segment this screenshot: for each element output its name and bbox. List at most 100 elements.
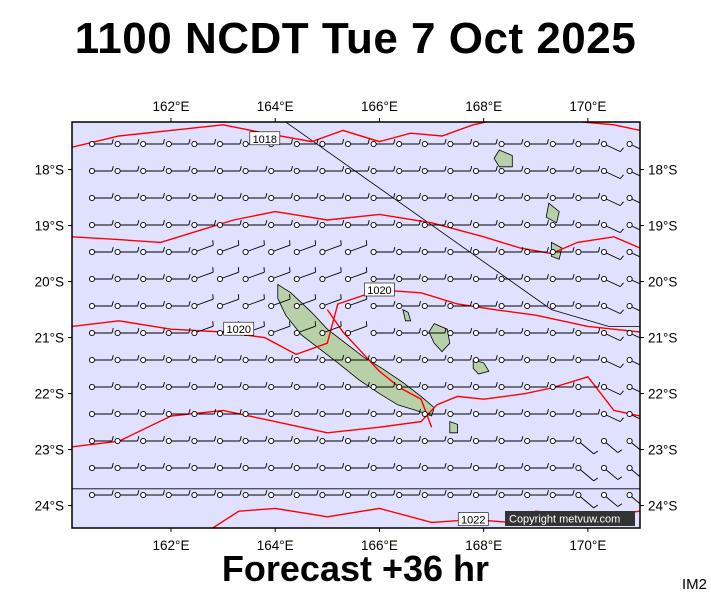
wind-barb [268, 193, 293, 202]
map-frame [71, 121, 641, 529]
lat-tick-label-right: 22°S [648, 387, 677, 402]
lifou-island [428, 323, 451, 353]
lon-tick-label-top: 162°E [153, 99, 190, 114]
wind-barb [472, 193, 498, 202]
wind-barb [396, 247, 421, 256]
wind-barb [549, 355, 575, 364]
wind-barb [472, 490, 498, 499]
wind-barb [165, 166, 191, 175]
wind-barb [293, 463, 319, 472]
wind-barb [319, 490, 345, 499]
wind-barb [447, 247, 473, 256]
wind-barb [344, 490, 370, 499]
wind-barb [626, 491, 640, 505]
wind-barb [293, 193, 319, 202]
ouvea-island [402, 308, 412, 322]
wind-barb [216, 139, 242, 148]
wind-barb [165, 220, 191, 229]
wind-barb [88, 355, 114, 364]
wind-barb [293, 490, 319, 499]
wind-barb [421, 139, 447, 148]
wind-barb [575, 301, 601, 310]
wind-barb [88, 328, 114, 337]
wind-barb [600, 248, 624, 261]
lat-tick-label-right: 20°S [648, 275, 677, 290]
wind-barb [421, 490, 447, 499]
wind-barb [242, 240, 265, 256]
wind-barb [421, 274, 447, 283]
wind-barb [165, 139, 191, 148]
wind-barb [396, 382, 421, 391]
wind-barb [242, 220, 268, 229]
wind-barb [293, 355, 319, 364]
wind-barb [370, 490, 396, 499]
wind-barb [396, 274, 421, 283]
wind-barb [216, 220, 242, 229]
wind-barb [114, 193, 140, 202]
lat-tick-label-right: 18°S [648, 163, 677, 178]
wind-barb [549, 409, 575, 418]
wind-barb [216, 463, 242, 472]
wind-barb [191, 240, 214, 256]
mare-island [472, 359, 490, 375]
wind-barb [447, 490, 473, 499]
wind-barb [524, 382, 549, 391]
wind-barb [191, 436, 217, 445]
wind-barb [242, 193, 268, 202]
wind-barb [524, 166, 549, 175]
wind-barb [575, 464, 599, 482]
wind-barb [396, 220, 421, 229]
wind-barb [140, 436, 165, 445]
wind-barb [447, 220, 473, 229]
wind-barb [242, 436, 268, 445]
wind-barb [600, 410, 624, 423]
wind-barb [242, 409, 268, 418]
wind-barb [472, 463, 498, 472]
wind-barb [549, 490, 575, 499]
wind-barb [472, 220, 498, 229]
wind-barb [216, 294, 240, 310]
wind-barb [421, 463, 447, 472]
wind-barb [447, 274, 473, 283]
wind-barb [140, 328, 165, 337]
isle-of-pines [449, 421, 459, 434]
boundary-line-ne [285, 122, 640, 327]
lat-tick-label-right: 19°S [648, 219, 677, 234]
wind-barb [575, 328, 601, 337]
wind-barb [447, 463, 473, 472]
wind-barb [472, 328, 498, 337]
wind-barb [421, 301, 447, 310]
wind-barb [498, 139, 524, 148]
wind-barb [472, 409, 498, 418]
image-code: IM2 [681, 576, 707, 593]
wind-barb [114, 355, 140, 364]
ocean-area [72, 122, 640, 528]
wind-barb [447, 139, 473, 148]
wind-barb [524, 301, 549, 310]
wind-barb [114, 436, 140, 445]
wind-barb [191, 463, 217, 472]
wind-barb [268, 490, 293, 499]
reef-island-east-1 [545, 202, 560, 224]
wind-barb [344, 193, 370, 202]
boundary-lines [72, 122, 640, 490]
wind-barb [191, 220, 217, 229]
lon-tick-label-top: 168°E [465, 99, 502, 114]
wind-barb [370, 220, 396, 229]
wind-barb [293, 166, 319, 175]
lat-tick-label-left: 23°S [35, 443, 64, 458]
wind-barb [396, 193, 421, 202]
wind-barb [88, 490, 114, 499]
lat-tick-label-right: 24°S [648, 499, 677, 514]
wind-barb [447, 193, 473, 202]
wind-barb [549, 274, 575, 283]
wind-barb [319, 267, 342, 283]
lon-tick-label-bottom: 164°E [257, 538, 294, 553]
wind-barb [472, 274, 498, 283]
wind-barb [88, 247, 114, 256]
wind-barb [114, 463, 140, 472]
wind-barb [524, 490, 549, 499]
wind-barb [319, 409, 345, 418]
wind-barb [626, 410, 640, 420]
wind-barb [140, 301, 165, 310]
